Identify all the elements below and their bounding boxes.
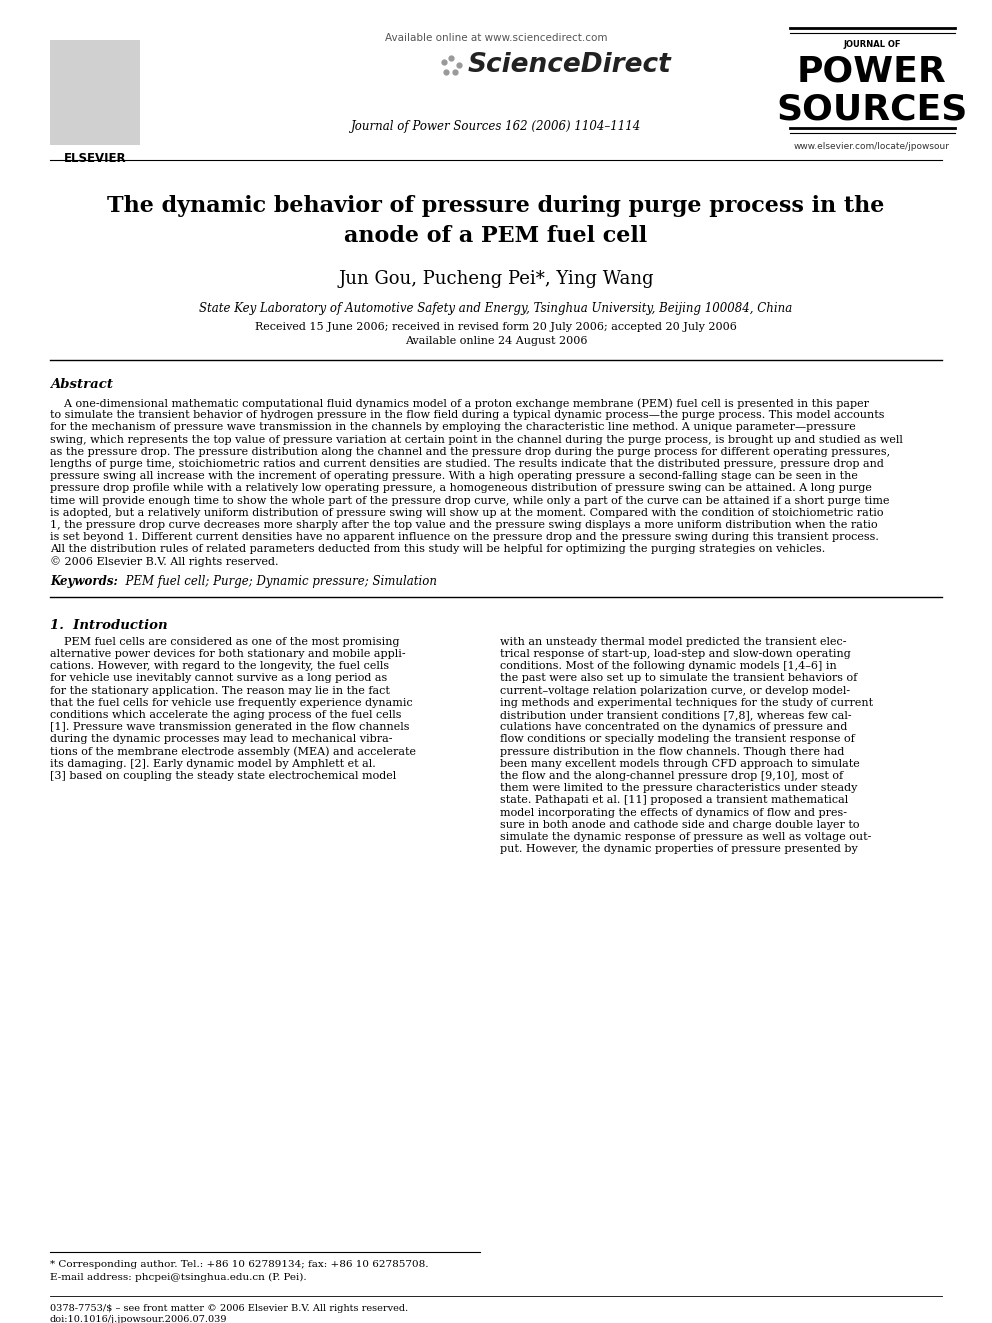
Text: during the dynamic processes may lead to mechanical vibra-: during the dynamic processes may lead to… bbox=[50, 734, 393, 745]
Text: simulate the dynamic response of pressure as well as voltage out-: simulate the dynamic response of pressur… bbox=[500, 832, 871, 841]
Text: pressure distribution in the flow channels. Though there had: pressure distribution in the flow channe… bbox=[500, 746, 844, 757]
Text: Available online at www.sciencedirect.com: Available online at www.sciencedirect.co… bbox=[385, 33, 607, 44]
Text: Received 15 June 2006; received in revised form 20 July 2006; accepted 20 July 2: Received 15 June 2006; received in revis… bbox=[255, 321, 737, 332]
Text: Journal of Power Sources 162 (2006) 1104–1114: Journal of Power Sources 162 (2006) 1104… bbox=[351, 120, 641, 134]
Text: alternative power devices for both stationary and mobile appli-: alternative power devices for both stati… bbox=[50, 650, 406, 659]
Text: trical response of start-up, load-step and slow-down operating: trical response of start-up, load-step a… bbox=[500, 650, 851, 659]
Text: is adopted, but a relatively uniform distribution of pressure swing will show up: is adopted, but a relatively uniform dis… bbox=[50, 508, 884, 517]
Text: A one-dimensional mathematic computational fluid dynamics model of a proton exch: A one-dimensional mathematic computation… bbox=[50, 398, 869, 409]
Text: POWER: POWER bbox=[798, 56, 947, 89]
Text: * Corresponding author. Tel.: +86 10 62789134; fax: +86 10 62785708.: * Corresponding author. Tel.: +86 10 627… bbox=[50, 1259, 429, 1269]
Text: model incorporating the effects of dynamics of flow and pres-: model incorporating the effects of dynam… bbox=[500, 807, 847, 818]
Text: Keywords:: Keywords: bbox=[50, 574, 118, 587]
Text: culations have concentrated on the dynamics of pressure and: culations have concentrated on the dynam… bbox=[500, 722, 847, 732]
Text: [3] based on coupling the steady state electrochemical model: [3] based on coupling the steady state e… bbox=[50, 771, 396, 781]
Text: pressure swing all increase with the increment of operating pressure. With a hig: pressure swing all increase with the inc… bbox=[50, 471, 858, 482]
Text: cations. However, with regard to the longevity, the fuel cells: cations. However, with regard to the lon… bbox=[50, 662, 389, 671]
Text: Available online 24 August 2006: Available online 24 August 2006 bbox=[405, 336, 587, 347]
Text: been many excellent models through CFD approach to simulate: been many excellent models through CFD a… bbox=[500, 759, 860, 769]
Text: for the mechanism of pressure wave transmission in the channels by employing the: for the mechanism of pressure wave trans… bbox=[50, 422, 856, 433]
Text: distribution under transient conditions [7,8], whereas few cal-: distribution under transient conditions … bbox=[500, 710, 851, 720]
Text: put. However, the dynamic properties of pressure presented by: put. However, the dynamic properties of … bbox=[500, 844, 858, 855]
Text: conditions which accelerate the aging process of the fuel cells: conditions which accelerate the aging pr… bbox=[50, 710, 402, 720]
Text: JOURNAL OF: JOURNAL OF bbox=[843, 40, 901, 49]
Text: www.elsevier.com/locate/jpowsour: www.elsevier.com/locate/jpowsour bbox=[794, 142, 950, 151]
Text: ELSEVIER: ELSEVIER bbox=[63, 152, 126, 165]
Text: with an unsteady thermal model predicted the transient elec-: with an unsteady thermal model predicted… bbox=[500, 636, 846, 647]
Text: time will provide enough time to show the whole part of the pressure drop curve,: time will provide enough time to show th… bbox=[50, 496, 890, 505]
Text: the flow and the along-channel pressure drop [9,10], most of: the flow and the along-channel pressure … bbox=[500, 771, 843, 781]
Text: tions of the membrane electrode assembly (MEA) and accelerate: tions of the membrane electrode assembly… bbox=[50, 746, 416, 757]
Text: state. Pathapati et al. [11] proposed a transient mathematical: state. Pathapati et al. [11] proposed a … bbox=[500, 795, 848, 806]
Text: Abstract: Abstract bbox=[50, 378, 113, 392]
Text: to simulate the transient behavior of hydrogen pressure in the flow field during: to simulate the transient behavior of hy… bbox=[50, 410, 885, 421]
Text: E-mail address: phcpei@tsinghua.edu.cn (P. Pei).: E-mail address: phcpei@tsinghua.edu.cn (… bbox=[50, 1273, 307, 1282]
Text: conditions. Most of the following dynamic models [1,4–6] in: conditions. Most of the following dynami… bbox=[500, 662, 836, 671]
Text: 1.  Introduction: 1. Introduction bbox=[50, 619, 168, 632]
Text: that the fuel cells for vehicle use frequently experience dynamic: that the fuel cells for vehicle use freq… bbox=[50, 697, 413, 708]
Text: 0378-7753/$ – see front matter © 2006 Elsevier B.V. All rights reserved.: 0378-7753/$ – see front matter © 2006 El… bbox=[50, 1304, 409, 1312]
Text: PEM fuel cells are considered as one of the most promising: PEM fuel cells are considered as one of … bbox=[50, 636, 400, 647]
Text: lengths of purge time, stoichiometric ratios and current densities are studied. : lengths of purge time, stoichiometric ra… bbox=[50, 459, 884, 468]
Text: for vehicle use inevitably cannot survive as a long period as: for vehicle use inevitably cannot surviv… bbox=[50, 673, 387, 684]
Text: for the stationary application. The reason may lie in the fact: for the stationary application. The reas… bbox=[50, 685, 390, 696]
Text: them were limited to the pressure characteristics under steady: them were limited to the pressure charac… bbox=[500, 783, 857, 794]
Text: Jun Gou, Pucheng Pei*, Ying Wang: Jun Gou, Pucheng Pei*, Ying Wang bbox=[338, 270, 654, 288]
Text: [1]. Pressure wave transmission generated in the flow channels: [1]. Pressure wave transmission generate… bbox=[50, 722, 410, 732]
Text: as the pressure drop. The pressure distribution along the channel and the pressu: as the pressure drop. The pressure distr… bbox=[50, 447, 890, 456]
Text: 1, the pressure drop curve decreases more sharply after the top value and the pr: 1, the pressure drop curve decreases mor… bbox=[50, 520, 878, 531]
Text: current–voltage relation polarization curve, or develop model-: current–voltage relation polarization cu… bbox=[500, 685, 850, 696]
Text: swing, which represents the top value of pressure variation at certain point in : swing, which represents the top value of… bbox=[50, 434, 903, 445]
Bar bbox=[50, 40, 140, 146]
Text: SOURCES: SOURCES bbox=[777, 93, 967, 126]
Text: All the distribution rules of related parameters deducted from this study will b: All the distribution rules of related pa… bbox=[50, 544, 825, 554]
Text: PEM fuel cell; Purge; Dynamic pressure; Simulation: PEM fuel cell; Purge; Dynamic pressure; … bbox=[118, 574, 437, 587]
Text: State Key Laboratory of Automotive Safety and Energy, Tsinghua University, Beiji: State Key Laboratory of Automotive Safet… bbox=[199, 302, 793, 315]
Text: the past were also set up to simulate the transient behaviors of: the past were also set up to simulate th… bbox=[500, 673, 857, 684]
Text: its damaging. [2]. Early dynamic model by Amphlett et al.: its damaging. [2]. Early dynamic model b… bbox=[50, 759, 376, 769]
Text: flow conditions or specially modeling the transient response of: flow conditions or specially modeling th… bbox=[500, 734, 855, 745]
Text: ing methods and experimental techniques for the study of current: ing methods and experimental techniques … bbox=[500, 697, 873, 708]
Text: is set beyond 1. Different current densities have no apparent influence on the p: is set beyond 1. Different current densi… bbox=[50, 532, 879, 542]
Text: doi:10.1016/j.jpowsour.2006.07.039: doi:10.1016/j.jpowsour.2006.07.039 bbox=[50, 1315, 227, 1323]
Text: © 2006 Elsevier B.V. All rights reserved.: © 2006 Elsevier B.V. All rights reserved… bbox=[50, 557, 279, 568]
Text: ScienceDirect: ScienceDirect bbox=[468, 52, 672, 78]
Text: The dynamic behavior of pressure during purge process in the: The dynamic behavior of pressure during … bbox=[107, 194, 885, 217]
Text: sure in both anode and cathode side and charge double layer to: sure in both anode and cathode side and … bbox=[500, 820, 859, 830]
Text: anode of a PEM fuel cell: anode of a PEM fuel cell bbox=[344, 225, 648, 247]
Text: pressure drop profile while with a relatively low operating pressure, a homogene: pressure drop profile while with a relat… bbox=[50, 483, 872, 493]
